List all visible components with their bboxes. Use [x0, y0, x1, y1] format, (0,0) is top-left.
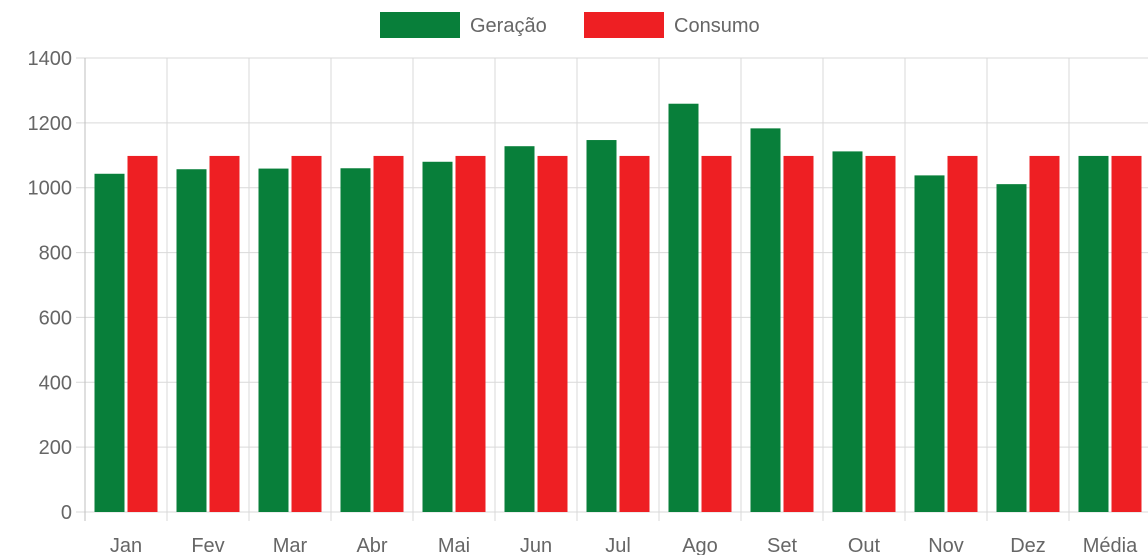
bar-geracao-dez [996, 184, 1027, 512]
bar-geracao-mar [258, 168, 289, 512]
x-tick-label: Jul [605, 535, 631, 555]
bar-geracao-média [1078, 155, 1109, 513]
x-tick-label: Out [848, 535, 881, 555]
bar-consumo-nov [947, 155, 978, 513]
bar-geracao-abr [340, 168, 371, 512]
bar-consumo-média [1111, 155, 1142, 513]
legend-swatch [584, 12, 664, 38]
x-tick-label: Jan [110, 535, 142, 555]
bar-geracao-jun [504, 146, 535, 512]
y-tick-label: 1000 [28, 178, 73, 200]
bar-geracao-jan [94, 173, 125, 512]
x-tick-label: Set [767, 535, 797, 555]
x-tick-label: Média [1083, 535, 1138, 555]
x-axis: Jan Fev Mar Abr Mai Jun Jul Ago Set Out Nov Dez Médi… [110, 535, 1138, 555]
bar-geracao-jul [586, 140, 617, 512]
y-tick-label: 0 [61, 502, 72, 524]
legend-label: Consumo [674, 15, 760, 37]
legend-item-consumo[interactable]: Consumo [584, 12, 760, 38]
legend[interactable]: Geração Consumo [380, 12, 760, 38]
x-tick-label: Nov [928, 535, 964, 555]
bar-geracao-set [750, 128, 781, 512]
y-tick-label: 200 [39, 437, 72, 459]
legend-swatch [380, 12, 460, 38]
x-tick-label: Mar [273, 535, 308, 555]
y-axis: 0 200 400 600 800 1000 1200 1400 [28, 48, 73, 524]
bar-geracao-fev [176, 169, 207, 513]
bar-geracao-ago [668, 103, 699, 512]
bar-consumo-jun [537, 155, 568, 513]
y-tick-label: 1200 [28, 113, 73, 135]
bar-consumo-mai [455, 155, 486, 513]
y-tick-label: 600 [39, 307, 72, 329]
y-tick-label: 400 [39, 372, 72, 394]
bar-geracao-mai [422, 161, 453, 512]
bar-consumo-jul [619, 155, 650, 513]
bar-geracao-out [832, 151, 863, 512]
bars [94, 103, 1142, 513]
x-tick-label: Jun [520, 535, 552, 555]
legend-item-geracao[interactable]: Geração [380, 12, 547, 38]
legend-label: Geração [470, 15, 547, 37]
x-tick-label: Dez [1010, 535, 1046, 555]
x-tick-label: Ago [682, 535, 718, 555]
x-tick-label: Abr [356, 535, 387, 555]
bar-consumo-fev [209, 155, 240, 513]
bar-consumo-jan [127, 155, 158, 513]
bar-consumo-abr [373, 155, 404, 513]
bar-consumo-set [783, 155, 814, 513]
bar-geracao-nov [914, 175, 945, 513]
y-tick-label: 1400 [28, 48, 73, 70]
y-tick-label: 800 [39, 243, 72, 265]
x-tick-label: Fev [191, 535, 224, 555]
x-tick-label: Mai [438, 535, 470, 555]
bar-consumo-ago [701, 155, 732, 513]
bar-consumo-mar [291, 155, 322, 513]
bar-consumo-out [865, 155, 896, 513]
bar-consumo-dez [1029, 155, 1060, 513]
